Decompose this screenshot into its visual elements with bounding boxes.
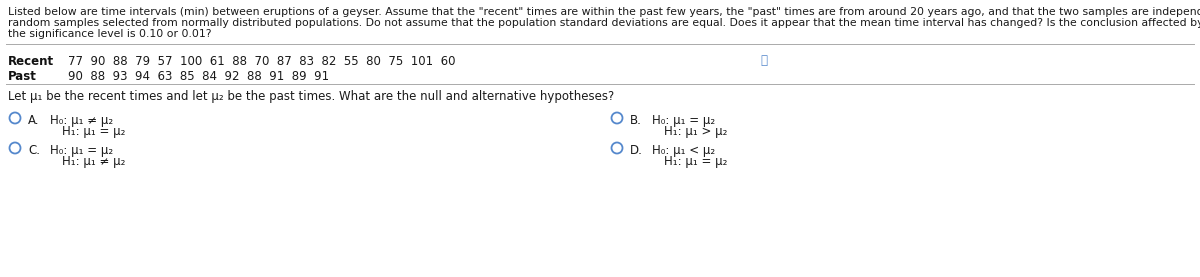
Text: H₀: μ₁ = μ₂: H₀: μ₁ = μ₂ (50, 144, 113, 157)
Text: Recent: Recent (8, 55, 54, 68)
Text: Let μ₁ be the recent times and let μ₂ be the past times. What are the null and a: Let μ₁ be the recent times and let μ₂ be… (8, 90, 614, 103)
Text: B.: B. (630, 114, 642, 127)
Text: H₀: μ₁ ≠ μ₂: H₀: μ₁ ≠ μ₂ (50, 114, 113, 127)
Text: H₁: μ₁ > μ₂: H₁: μ₁ > μ₂ (664, 125, 727, 138)
Text: 77  90  88  79  57  100  61  88  70  87  83  82  55  80  75  101  60: 77 90 88 79 57 100 61 88 70 87 83 82 55 … (68, 55, 456, 68)
Text: H₁: μ₁ = μ₂: H₁: μ₁ = μ₂ (62, 125, 125, 138)
Text: random samples selected from normally distributed populations. Do not assume tha: random samples selected from normally di… (8, 18, 1200, 28)
Text: the significance level is 0.10 or 0.01?: the significance level is 0.10 or 0.01? (8, 29, 211, 39)
Text: H₀: μ₁ = μ₂: H₀: μ₁ = μ₂ (652, 114, 715, 127)
Text: H₀: μ₁ < μ₂: H₀: μ₁ < μ₂ (652, 144, 715, 157)
Text: Listed below are time intervals (min) between eruptions of a geyser. Assume that: Listed below are time intervals (min) be… (8, 7, 1200, 17)
Text: 90  88  93  94  63  85  84  92  88  91  89  91: 90 88 93 94 63 85 84 92 88 91 89 91 (68, 70, 329, 83)
Text: H₁: μ₁ ≠ μ₂: H₁: μ₁ ≠ μ₂ (62, 155, 125, 168)
Text: H₁: μ₁ = μ₂: H₁: μ₁ = μ₂ (664, 155, 727, 168)
Text: ⎙: ⎙ (760, 54, 767, 67)
Text: A.: A. (28, 114, 40, 127)
Text: C.: C. (28, 144, 40, 157)
Text: Past: Past (8, 70, 37, 83)
Text: D.: D. (630, 144, 643, 157)
